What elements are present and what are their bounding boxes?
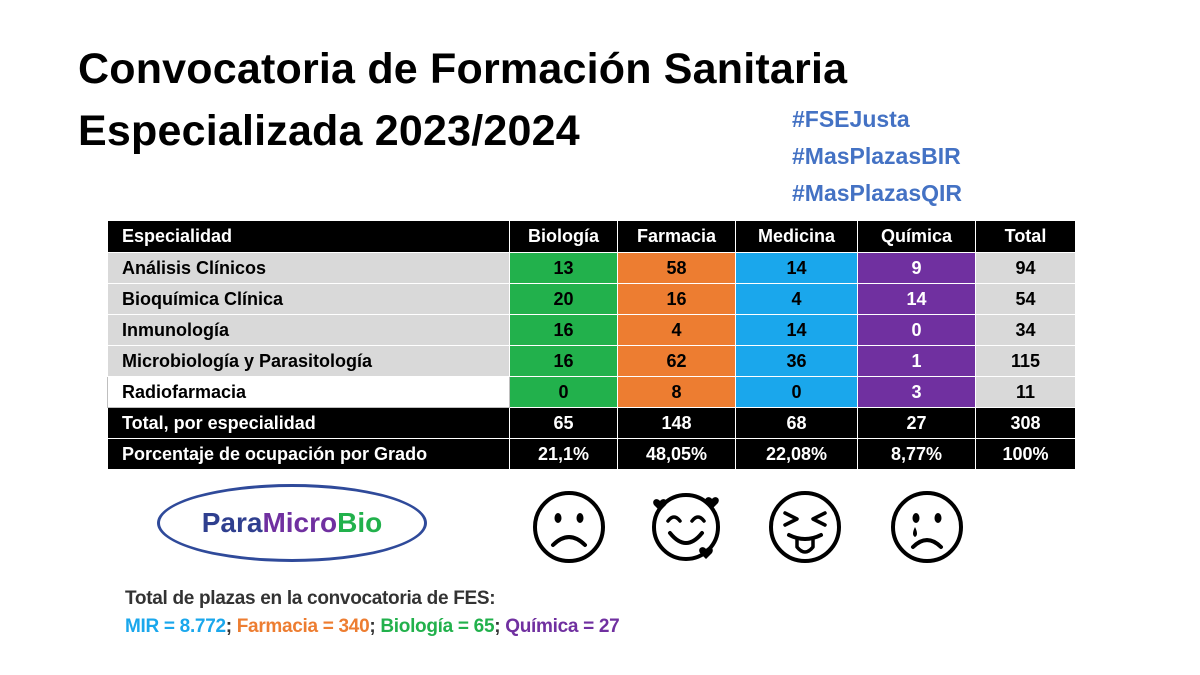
frowning-face-icon (533, 491, 605, 563)
cell-total: 94 (975, 252, 1076, 284)
row-name: Bioquímica Clínica (107, 283, 510, 315)
title-line-2: Especializada 2023/2024 (78, 107, 580, 155)
footer-mir: MIR = 8.772 (125, 616, 226, 637)
table-row: Análisis Clínicos 13 58 14 9 94 (107, 252, 1076, 284)
cell-quimica: 9 (857, 252, 976, 284)
cell-medicina: 14 (735, 314, 858, 346)
percent-row-label: Porcentaje de ocupación por Grado (107, 438, 510, 470)
header-total: Total (975, 220, 1076, 253)
footer-quimica: Química = 27 (505, 616, 620, 637)
cell-quimica: 1 (857, 345, 976, 377)
hashtag-masplazasbir[interactable]: #MasPlazasBIR (792, 143, 961, 169)
cell-total: 54 (975, 283, 1076, 315)
percent-quimica: 8,77% (857, 438, 976, 470)
hashtag-masplazasqir[interactable]: #MasPlazasQIR (792, 180, 963, 206)
cell-farmacia: 58 (617, 252, 736, 284)
footer-summary: Total de plazas en la convocatoria de FE… (125, 585, 620, 641)
row-name: Radiofarmacia (107, 376, 510, 408)
percent-medicina: 22,08% (735, 438, 858, 470)
header-especialidad: Especialidad (107, 220, 510, 253)
cell-medicina: 14 (735, 252, 858, 284)
cell-total: 115 (975, 345, 1076, 377)
percent-farmacia: 48,05% (617, 438, 736, 470)
header-farmacia: Farmacia (617, 220, 736, 253)
cell-farmacia: 8 (617, 376, 736, 408)
crying-face-icon (891, 491, 963, 563)
squinting-face-with-tongue-icon (769, 491, 841, 563)
total-quimica: 27 (857, 407, 976, 439)
paramicrobio-logo: Para Micro Bio (157, 484, 427, 562)
cell-biologia: 16 (509, 345, 618, 377)
cell-quimica: 14 (857, 283, 976, 315)
cell-quimica: 3 (857, 376, 976, 408)
table-header-row: Especialidad Biología Farmacia Medicina … (107, 220, 1076, 253)
cell-medicina: 0 (735, 376, 858, 408)
footer-biologia: Biología = 65 (380, 616, 495, 637)
header-medicina: Medicina (735, 220, 858, 253)
cell-medicina: 4 (735, 283, 858, 315)
cell-farmacia: 4 (617, 314, 736, 346)
footer-title: Total de plazas en la convocatoria de FE… (125, 588, 496, 609)
hashtag-fsejusta[interactable]: #FSEJusta (792, 106, 910, 132)
row-name: Microbiología y Parasitología (107, 345, 510, 377)
total-medicina: 68 (735, 407, 858, 439)
cell-total: 34 (975, 314, 1076, 346)
row-name: Inmunología (107, 314, 510, 346)
cell-farmacia: 16 (617, 283, 736, 315)
cell-quimica: 0 (857, 314, 976, 346)
percent-total: 100% (975, 438, 1076, 470)
total-biologia: 65 (509, 407, 618, 439)
table-row: Microbiología y Parasitología 16 62 36 1… (107, 345, 1076, 377)
table-row: Bioquímica Clínica 20 16 4 14 54 (107, 283, 1076, 315)
logo-part-bio: Bio (337, 507, 383, 538)
footer-totals: MIR = 8.772; Farmacia = 340; Biología = … (125, 616, 620, 637)
header-quimica: Química (857, 220, 976, 253)
percent-biologia: 21,1% (509, 438, 618, 470)
header-biologia: Biología (509, 220, 618, 253)
cell-total: 11 (975, 376, 1076, 408)
logo-part-para: Para (201, 507, 263, 538)
cell-biologia: 16 (509, 314, 618, 346)
page-title: Convocatoria de Formación Sanitaria Espe… (78, 38, 978, 162)
percent-row: Porcentaje de ocupación por Grado 21,1% … (107, 438, 1076, 470)
row-name: Análisis Clínicos (107, 252, 510, 284)
total-row-label: Total, por especialidad (107, 407, 510, 439)
hashtag-list: #FSEJusta #MasPlazasBIR #MasPlazasQIR (792, 101, 962, 212)
cell-farmacia: 62 (617, 345, 736, 377)
cell-biologia: 13 (509, 252, 618, 284)
total-farmacia: 148 (617, 407, 736, 439)
total-total: 308 (975, 407, 1076, 439)
footer-farmacia: Farmacia = 340 (236, 616, 370, 637)
cell-medicina: 36 (735, 345, 858, 377)
table-row: Inmunología 16 4 14 0 34 (107, 314, 1076, 346)
title-line-1: Convocatoria de Formación Sanitaria (78, 45, 848, 93)
smiling-face-with-hearts-icon (652, 493, 720, 561)
cell-biologia: 20 (509, 283, 618, 315)
cell-biologia: 0 (509, 376, 618, 408)
total-row: Total, por especialidad 65 148 68 27 308 (107, 407, 1076, 439)
logo-part-micro: Micro (262, 507, 338, 538)
table-row: Radiofarmacia 0 8 0 3 11 (107, 376, 1076, 408)
plazas-table: Especialidad Biología Farmacia Medicina … (107, 220, 1076, 470)
